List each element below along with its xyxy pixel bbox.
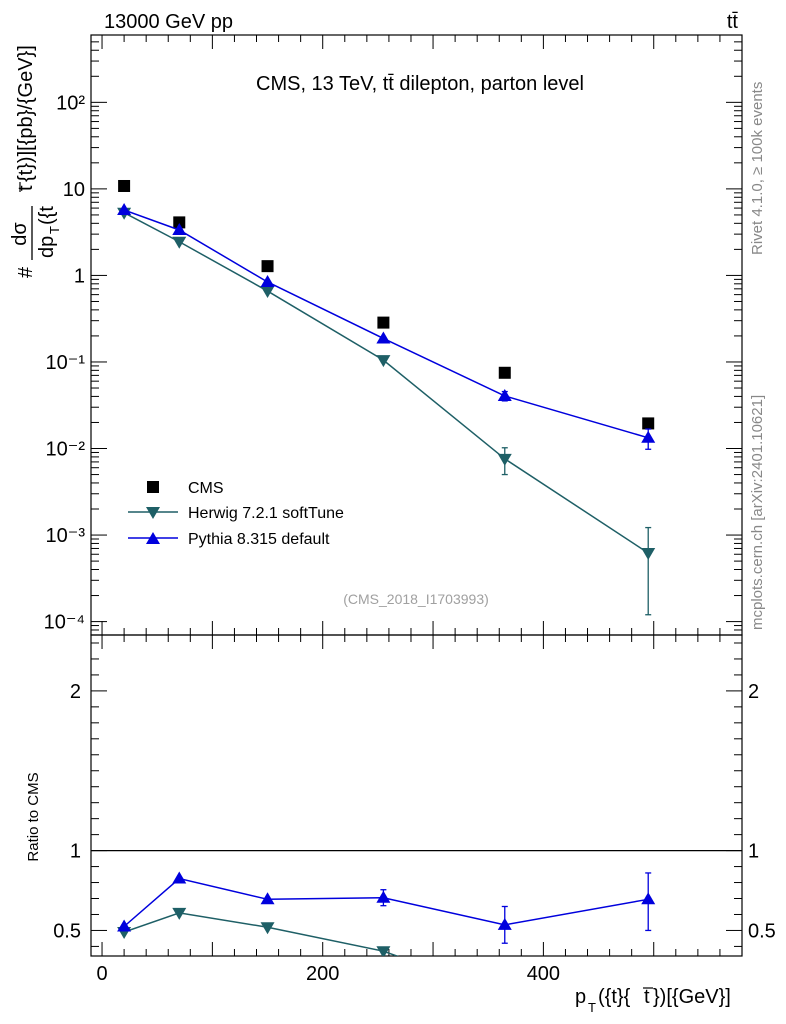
ratio-axis-ticks	[91, 635, 742, 956]
ratio-y-tick-label-right: 1	[748, 841, 759, 863]
ratio-pythia-point	[172, 871, 187, 884]
ratio-pythia-line	[123, 877, 649, 928]
ratio-y-tick-label: 2	[70, 681, 81, 703]
ratio-plot-frame	[90, 634, 743, 957]
plot-title: CMS, 13 TeV, tt̄ dilepton, parton level	[256, 73, 584, 95]
main-herwig-point	[641, 548, 656, 561]
ylabel-overline-char: t	[15, 185, 37, 191]
ratio-pythia-point	[497, 917, 512, 930]
y-tick-label: 1	[74, 265, 85, 287]
ratio-plot-panel: 0 200 400 0.5 0.5 1 1 2 2 Ratio to CMS p T ({t}{…	[25, 634, 776, 1015]
ylabel-denominator: dp	[36, 236, 58, 258]
ylabel-denominator-rest: ({t	[36, 206, 58, 225]
ylabel-prefix: #	[15, 266, 37, 278]
ratio-herwig-point	[498, 989, 512, 1001]
main-herwig-point	[260, 286, 275, 299]
ratio-herwig-line	[123, 912, 400, 956]
main-cms-point	[377, 316, 390, 329]
x-tick-label: 0	[96, 963, 107, 985]
legend-herwig-marker	[146, 507, 160, 519]
ratio-pythia-point	[376, 890, 391, 903]
main-herwig-point	[497, 453, 512, 466]
ratio-pythia-point	[117, 919, 132, 932]
ratio-pythia-point	[260, 892, 275, 905]
ylabel-denominator-sub: T	[47, 226, 62, 234]
main-pythia-point	[172, 222, 187, 235]
main-axis-ticks	[91, 34, 742, 636]
mcplots-label: mcplots.cern.ch [arXiv:2401.10621]	[749, 395, 766, 630]
y-tick-label: 10⁻³	[46, 525, 86, 547]
xlabel-p: p	[575, 986, 586, 1008]
legend-pythia-label: Pythia 8.315 default	[188, 531, 330, 548]
y-tick-label: 10⁻⁴	[44, 612, 85, 634]
main-cms-point	[642, 417, 655, 430]
ylabel-suffix: {t})][{pb}/{GeV}]	[15, 45, 37, 182]
main-herwig-line	[123, 212, 649, 554]
ylabel-numerator: dσ	[9, 222, 31, 246]
ratio-herwig-point	[376, 946, 391, 956]
main-series-layer	[117, 179, 656, 616]
main-herwig-point	[376, 355, 391, 368]
y-tick-label: 10⁻¹	[46, 352, 86, 374]
y-tick-label: 10	[63, 179, 85, 201]
main-y-tick-labels: 10⁻⁴ 10⁻³ 10⁻² 10⁻¹ 1 10 10²	[44, 92, 86, 633]
xlabel-sub: T	[588, 1000, 596, 1015]
main-pythia-point	[117, 203, 132, 216]
main-pythia-line	[123, 209, 649, 439]
main-y-axis-label: # dσ dp T ({t t {t})][{pb}/{GeV}]	[9, 45, 62, 278]
main-herwig-point	[172, 236, 187, 249]
main-plot-panel: 10⁻⁴ 10⁻³ 10⁻² 10⁻¹ 1 10 10² CMS, 13 TeV, tt̄ …	[9, 34, 743, 636]
ratio-y-tick-label: 1	[70, 841, 81, 863]
ratio-tick-labels: 0 200 400 0.5 0.5 1 1 2 2	[53, 681, 776, 985]
xlabel-mid: ({t}{	[598, 986, 631, 1008]
analysis-tag: (CMS_2018_I1703993)	[343, 591, 489, 607]
x-axis-label: p T ({t}{ t })[{GeV}]	[575, 986, 731, 1015]
legend: CMS Herwig 7.2.1 softTune Pythia 8.315 d…	[128, 480, 344, 548]
y-tick-label: 10⁻²	[46, 439, 86, 461]
main-cms-point	[173, 216, 186, 229]
ratio-herwig-point	[260, 922, 275, 935]
header-right: tt̄	[727, 11, 739, 33]
legend-cms-label: CMS	[188, 480, 224, 497]
legend-herwig-label: Herwig 7.2.1 softTune	[188, 505, 344, 522]
ratio-y-tick-label-right: 2	[748, 681, 759, 703]
ratio-y-tick-label: 0.5	[53, 920, 81, 942]
main-pythia-point	[497, 388, 512, 401]
legend-pythia-marker	[146, 532, 160, 544]
main-cms-point	[261, 260, 274, 273]
ratio-y-axis-label: Ratio to CMS	[25, 772, 42, 861]
y-tick-label: 10²	[56, 92, 85, 114]
ratio-pythia-point	[641, 892, 656, 905]
xlabel-end: })[{GeV}]	[653, 986, 731, 1008]
header-left: 13000 GeV pp	[104, 11, 233, 33]
main-pythia-point	[376, 331, 391, 344]
main-cms-point	[118, 179, 131, 192]
main-pythia-point	[260, 274, 275, 287]
ratio-y-tick-label-right: 0.5	[748, 920, 776, 942]
x-tick-label: 200	[306, 963, 339, 985]
main-cms-point	[498, 366, 511, 379]
x-tick-label: 400	[527, 963, 560, 985]
ratio-series-layer	[91, 849, 742, 1001]
rivet-version-label: Rivet 4.1.0, ≥ 100k events	[749, 82, 766, 255]
legend-cms-marker	[147, 481, 159, 493]
main-pythia-point	[641, 430, 656, 443]
xlabel-over-char: t	[644, 986, 650, 1008]
ratio-herwig-point	[172, 907, 187, 920]
